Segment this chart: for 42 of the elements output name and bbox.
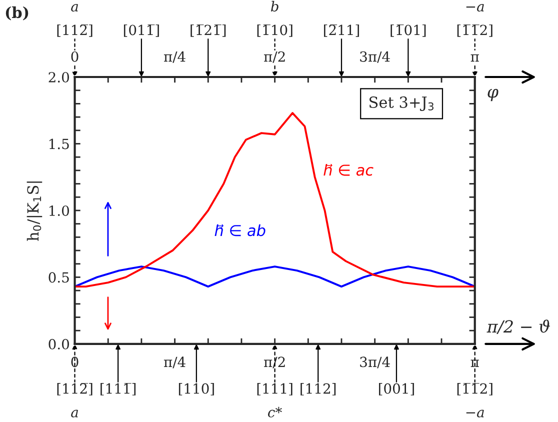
text: 0.0	[48, 338, 69, 350]
y-axis-title: h$_{0}$/|K$_{1}$S|	[26, 182, 42, 241]
text: [1̅10]	[257, 24, 292, 37]
text: [112̅]	[57, 383, 92, 396]
y-tick-label: 0.5	[48, 272, 69, 283]
text: [112̅]	[57, 24, 92, 37]
text: [1̅01]	[390, 24, 426, 37]
y-tick-label: 2.0	[48, 72, 69, 82]
x-tick-label: π/2	[264, 356, 285, 368]
series-label: h⃗ ∈ ac	[324, 164, 374, 176]
y-tick-label: 1.5	[50, 138, 69, 150]
text: [011̅]	[124, 24, 159, 37]
text: [1̅21̅]	[190, 24, 226, 37]
x2-tick-label: π/2	[264, 51, 285, 63]
text: c*	[268, 406, 282, 418]
x-tick-label: π/4	[164, 356, 186, 368]
text: [112]	[300, 383, 336, 396]
annotation: Set 3+J$_{3}$	[370, 96, 434, 111]
x-tick-label: 0	[71, 356, 78, 368]
chart-title: (b)	[6, 6, 28, 20]
x2-axis-title: φ	[488, 88, 498, 102]
text: h⃗ ∈ ab	[214, 224, 266, 236]
x2-tick-label: 0	[71, 51, 78, 62]
text: a	[71, 410, 78, 418]
x2-tick-label: π	[470, 54, 479, 62]
y-tick-label: 1.0	[50, 205, 69, 216]
x2-tick-label: π/4	[164, 51, 186, 63]
x-tick-label: 3π/4	[360, 356, 390, 368]
text: [111̅]	[100, 383, 136, 396]
text: [1̅1̅2]	[457, 383, 492, 396]
text: −a	[466, 4, 484, 12]
text: [1̅1̅2]	[457, 24, 492, 37]
text: b	[270, 0, 278, 12]
x-axis-title: π/2 − ϑ	[486, 320, 550, 334]
text: [2̅11]	[324, 24, 359, 37]
x2-tick-label: 3π/4	[360, 51, 390, 63]
text: [110]	[178, 383, 214, 396]
text: a	[71, 4, 78, 12]
x-tick-label: π	[470, 360, 479, 367]
text: −a	[466, 410, 484, 418]
text: [001]	[379, 383, 414, 396]
text: [111]	[257, 383, 292, 396]
